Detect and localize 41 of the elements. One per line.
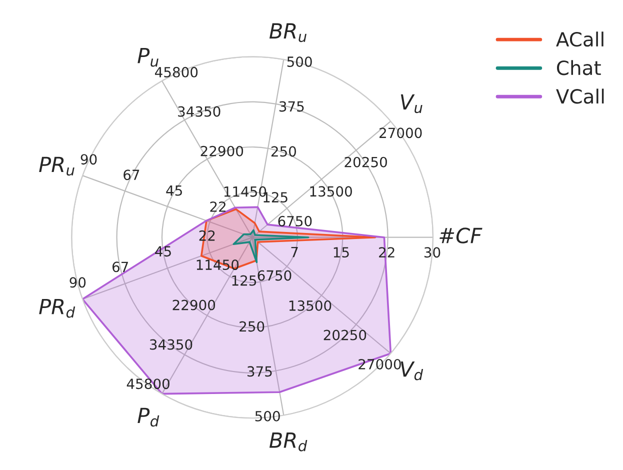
text: 34350 [178, 106, 220, 117]
text: 250 [271, 146, 296, 157]
text: 90 [70, 277, 86, 288]
text: 22900 [172, 300, 216, 310]
text: 20250 [344, 156, 387, 168]
text: 125 [232, 275, 256, 286]
text: 90 [80, 154, 97, 165]
legend-label: Chat [556, 60, 601, 76]
spoke-label: P$_{u}$ [138, 48, 158, 67]
spoke-label: V$_{u}$ [400, 94, 422, 114]
text: 15 [334, 247, 349, 258]
legend-label: VCall [556, 88, 604, 104]
text: 6750 [258, 270, 292, 281]
text: 250 [240, 321, 264, 332]
spoke-label: BR$_{d}$ [269, 432, 308, 452]
spoke-label: #CF [440, 228, 482, 244]
text: 13500 [310, 186, 352, 197]
text: 13500 [289, 300, 332, 311]
text: 7 [291, 246, 298, 258]
legend-label: ACall [556, 32, 604, 47]
text: 45800 [154, 66, 198, 78]
text: 6750 [278, 216, 312, 226]
spoke-label: V$_{d}$ [400, 361, 424, 380]
text: 30 [424, 247, 440, 258]
text: 500 [255, 410, 280, 422]
text: 27000 [380, 128, 422, 138]
text: 22 [210, 201, 226, 212]
text: 22900 [200, 146, 244, 156]
spoke-label: P$_{d}$ [138, 408, 160, 427]
text: 20250 [324, 330, 366, 340]
text: 500 [287, 56, 312, 67]
text: 67 [124, 170, 140, 180]
spoke-label: PR$_{u}$ [39, 156, 74, 176]
spoke-label: PR$_{d}$ [39, 298, 76, 318]
text: 27000 [358, 358, 401, 370]
text: 67 [112, 262, 128, 272]
text: 34350 [150, 339, 192, 350]
text: 375 [248, 366, 272, 377]
text: 45 [166, 185, 182, 196]
spoke-label: BR$_{u}$ [269, 23, 306, 42]
text: 375 [279, 101, 304, 112]
